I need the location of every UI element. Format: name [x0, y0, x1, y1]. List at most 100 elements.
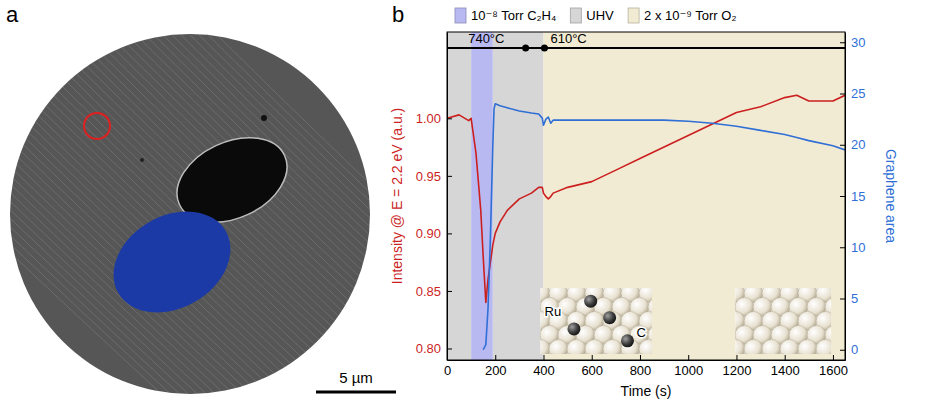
plot-area — [447, 32, 845, 360]
y2-axis-title: Graphene area — [883, 149, 899, 243]
terrace-line — [0, 4, 419, 403]
tick-mark — [447, 291, 452, 292]
tick-mark — [447, 118, 452, 119]
ru-atom — [798, 340, 817, 355]
axis-line — [845, 33, 846, 361]
axis-line — [447, 33, 448, 361]
terrace-line — [0, 4, 338, 403]
tick-label: 20 — [851, 137, 865, 152]
ru-atom — [541, 340, 551, 355]
tick-label: 1200 — [722, 363, 751, 378]
terrace-line — [87, 4, 527, 403]
y2-axis: 051015202530 — [840, 33, 865, 361]
inset — [708, 284, 862, 373]
x-axis: 02004006008001000120014001600 — [444, 355, 848, 378]
terrace-line — [24, 4, 464, 403]
tick: 30 — [840, 35, 865, 50]
tick-label: 1600 — [819, 363, 848, 378]
panel-label: b — [392, 2, 404, 27]
phase-band — [493, 32, 544, 360]
terrace-line — [51, 4, 491, 403]
c-atom — [567, 322, 580, 335]
terrace-line — [0, 4, 320, 403]
ru-atom — [549, 340, 568, 355]
tick-mark — [840, 145, 845, 146]
tick: 0.80 — [416, 341, 452, 356]
figure-svg: 5 µmaRuC020040060080010001200140016000.8… — [0, 0, 936, 403]
defect — [140, 158, 144, 162]
temperature-label: 740°C — [468, 31, 504, 46]
tick: 10 — [840, 240, 865, 255]
tick-label: 0.90 — [416, 226, 441, 241]
tick-mark — [840, 247, 845, 248]
temperature-segment — [544, 47, 845, 49]
panel-a: 5 µma — [0, 2, 626, 403]
legend-label: 2 x 10⁻⁹ Torr O₂ — [644, 8, 736, 23]
tick-label: 400 — [533, 363, 555, 378]
terrace-line — [0, 4, 401, 403]
panel-b: RuC020040060080010001200140016000.800.85… — [389, 2, 899, 399]
legend-swatch — [455, 8, 466, 23]
ru-atom — [541, 354, 542, 355]
ru-atom — [744, 340, 763, 355]
tick-mark — [840, 350, 845, 351]
scale-bar — [316, 391, 396, 394]
ru-atom — [630, 354, 649, 355]
terrace-line — [60, 4, 500, 403]
terrace-line — [0, 4, 410, 403]
tick-mark — [495, 355, 496, 360]
tick: 1400 — [771, 355, 800, 378]
terrace-line — [0, 4, 302, 403]
ru-atom — [807, 354, 826, 355]
temperature-dot — [522, 45, 529, 52]
tick-label: 800 — [630, 363, 652, 378]
tick: 1000 — [674, 355, 703, 378]
terrace-line — [96, 4, 536, 403]
terrace-line — [123, 4, 563, 403]
tick-mark — [447, 233, 452, 234]
tick: 25 — [840, 86, 865, 101]
ru-atom — [639, 340, 652, 355]
ru-atom — [736, 340, 745, 355]
tick-mark — [447, 176, 452, 177]
legend-swatch — [570, 8, 581, 23]
phase-band — [447, 32, 471, 360]
ru-atom — [541, 354, 560, 355]
tick: 15 — [840, 189, 865, 204]
tick: 200 — [485, 355, 507, 378]
series-line — [483, 104, 845, 350]
tick-mark — [736, 355, 737, 360]
ru-atom — [762, 340, 781, 355]
c-atom — [584, 295, 597, 308]
terrace-line — [6, 4, 446, 403]
defect — [261, 115, 267, 121]
terrace-line — [33, 4, 473, 403]
tick: 1.00 — [416, 111, 452, 126]
inset-atoms — [736, 288, 832, 354]
legend-label: 10⁻⁸ Torr C₂H₄ — [471, 8, 556, 23]
terrace-line — [0, 4, 329, 403]
ru-atom — [789, 354, 808, 355]
tick-label: 600 — [581, 363, 603, 378]
inset-label: Ru — [545, 304, 562, 319]
tick-label: 1000 — [674, 363, 703, 378]
tick: 400 — [533, 355, 555, 378]
tick-mark — [447, 348, 452, 349]
ru-atom — [567, 340, 586, 355]
inset-atoms — [541, 288, 652, 354]
ru-atom — [780, 340, 799, 355]
scale-bar-label: 5 µm — [339, 369, 373, 386]
terrace-line — [0, 4, 437, 403]
terrace-line — [159, 4, 599, 403]
tick: 5 — [840, 291, 858, 306]
ru-atom — [558, 354, 577, 355]
ru-atom — [603, 340, 622, 355]
terrace-line — [78, 4, 518, 403]
x-axis-title: Time (s) — [621, 383, 672, 399]
tick-mark — [833, 355, 834, 360]
temperature-segment — [447, 47, 526, 49]
tick-mark — [785, 355, 786, 360]
tick: 1200 — [722, 355, 751, 378]
ru-atom — [816, 340, 831, 355]
tick-label: 0.85 — [416, 284, 441, 299]
